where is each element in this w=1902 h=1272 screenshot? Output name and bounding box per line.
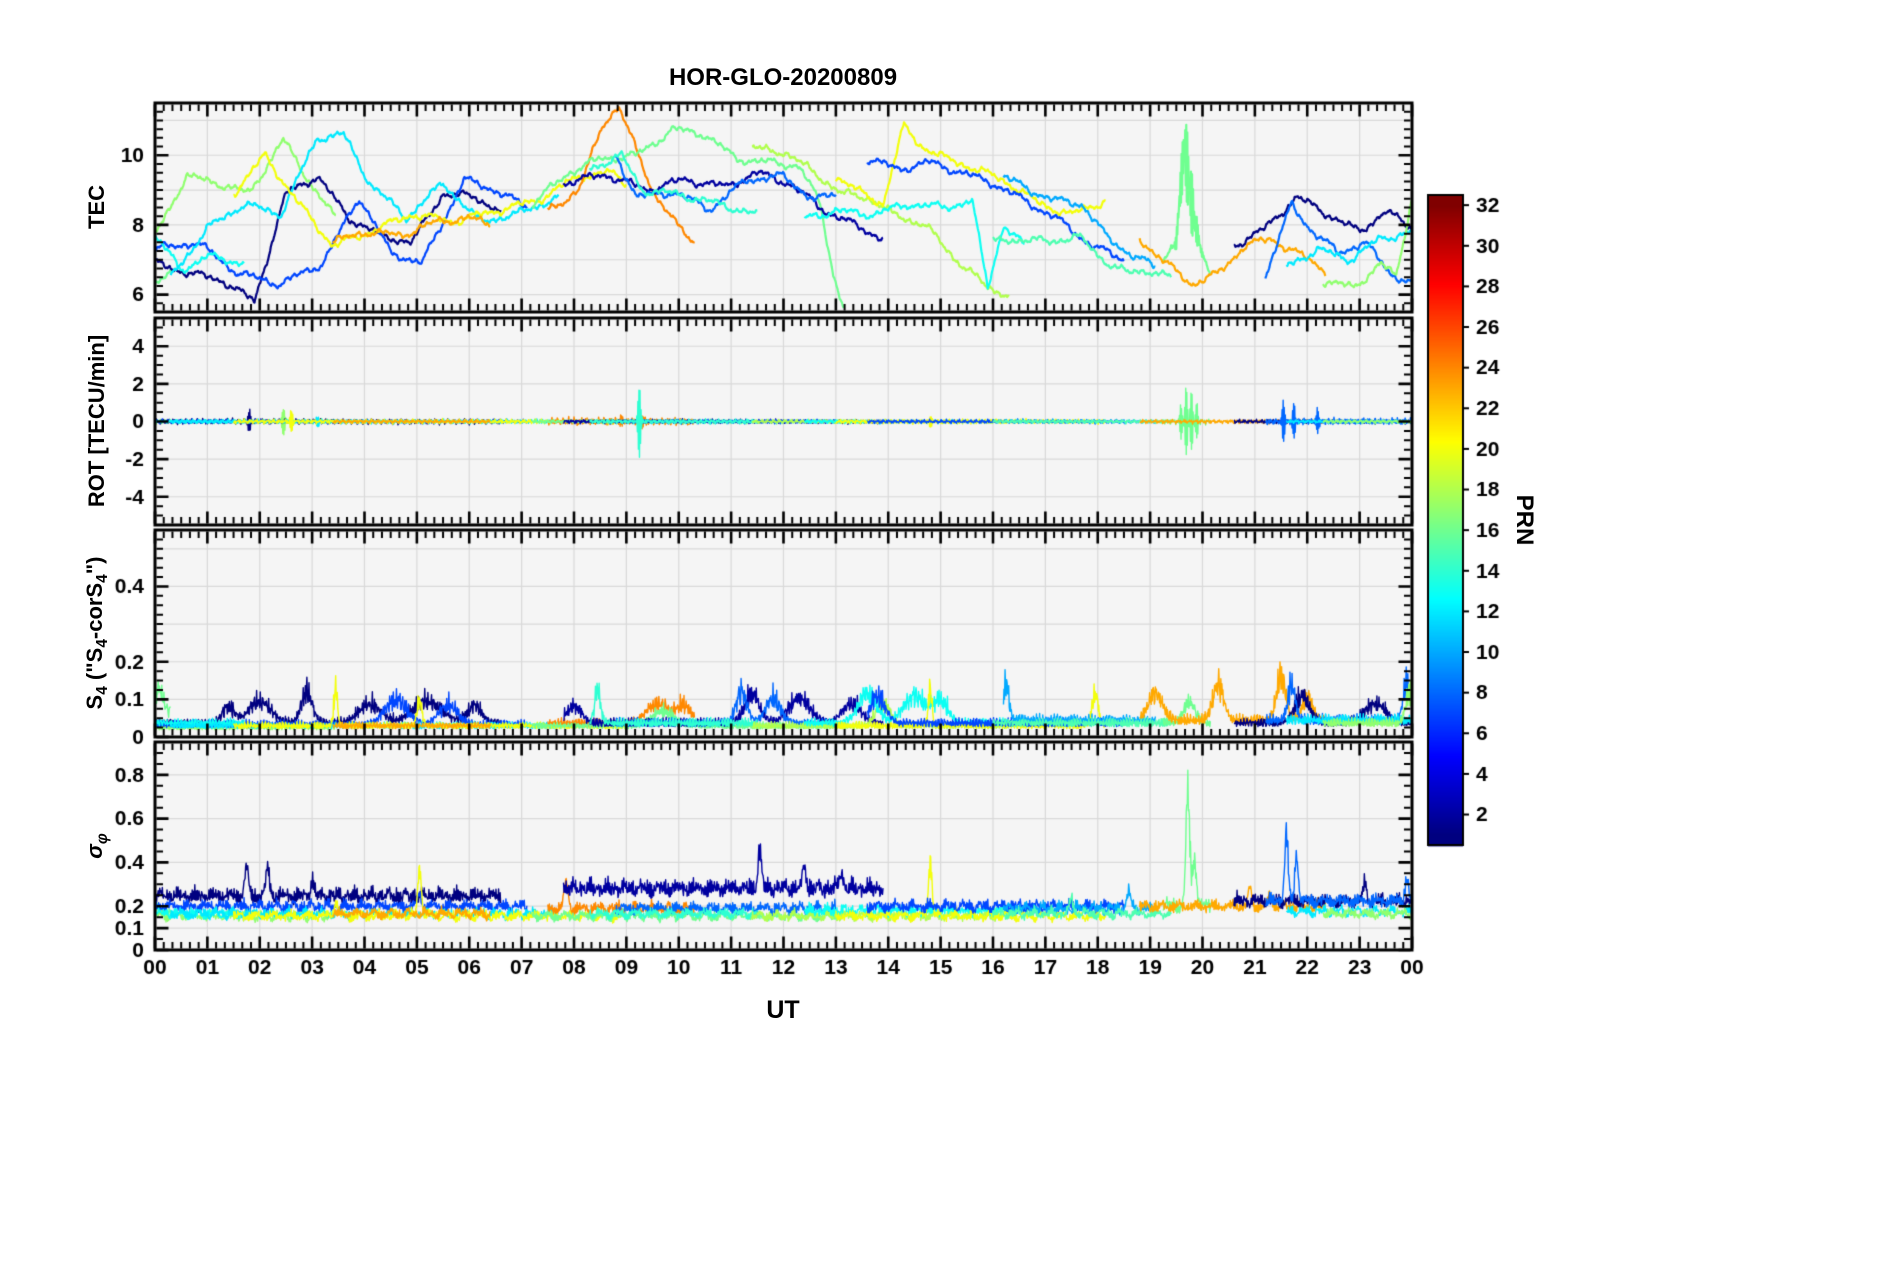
colorbar-label: PRN <box>1511 494 1538 546</box>
ylabel-rot: ROT [TECU/min] <box>84 334 109 508</box>
ylabel-tec: TEC <box>84 185 109 229</box>
ylabel-s4: S4 ("S4-corS4") <box>82 557 112 710</box>
sigma-symbol: σ <box>81 844 107 859</box>
phi-symbol: φ <box>94 833 112 845</box>
ylabel-sigma-phi: σφ <box>82 833 112 858</box>
ylabel-s4-part: ") <box>81 556 107 575</box>
ylabel-s4-sub: 4 <box>94 574 112 583</box>
ylabel-s4-sub: 4 <box>94 639 112 648</box>
chart-title: HOR-GLO-20200809 <box>668 64 898 91</box>
ylabel-s4-part: ("S <box>81 647 107 687</box>
ylabel-s4-part: S <box>81 694 107 710</box>
xaxis-label: UT <box>766 996 800 1024</box>
ylabel-s4-sub: 4 <box>94 686 112 695</box>
ylabel-s4-part: -corS <box>81 582 107 640</box>
